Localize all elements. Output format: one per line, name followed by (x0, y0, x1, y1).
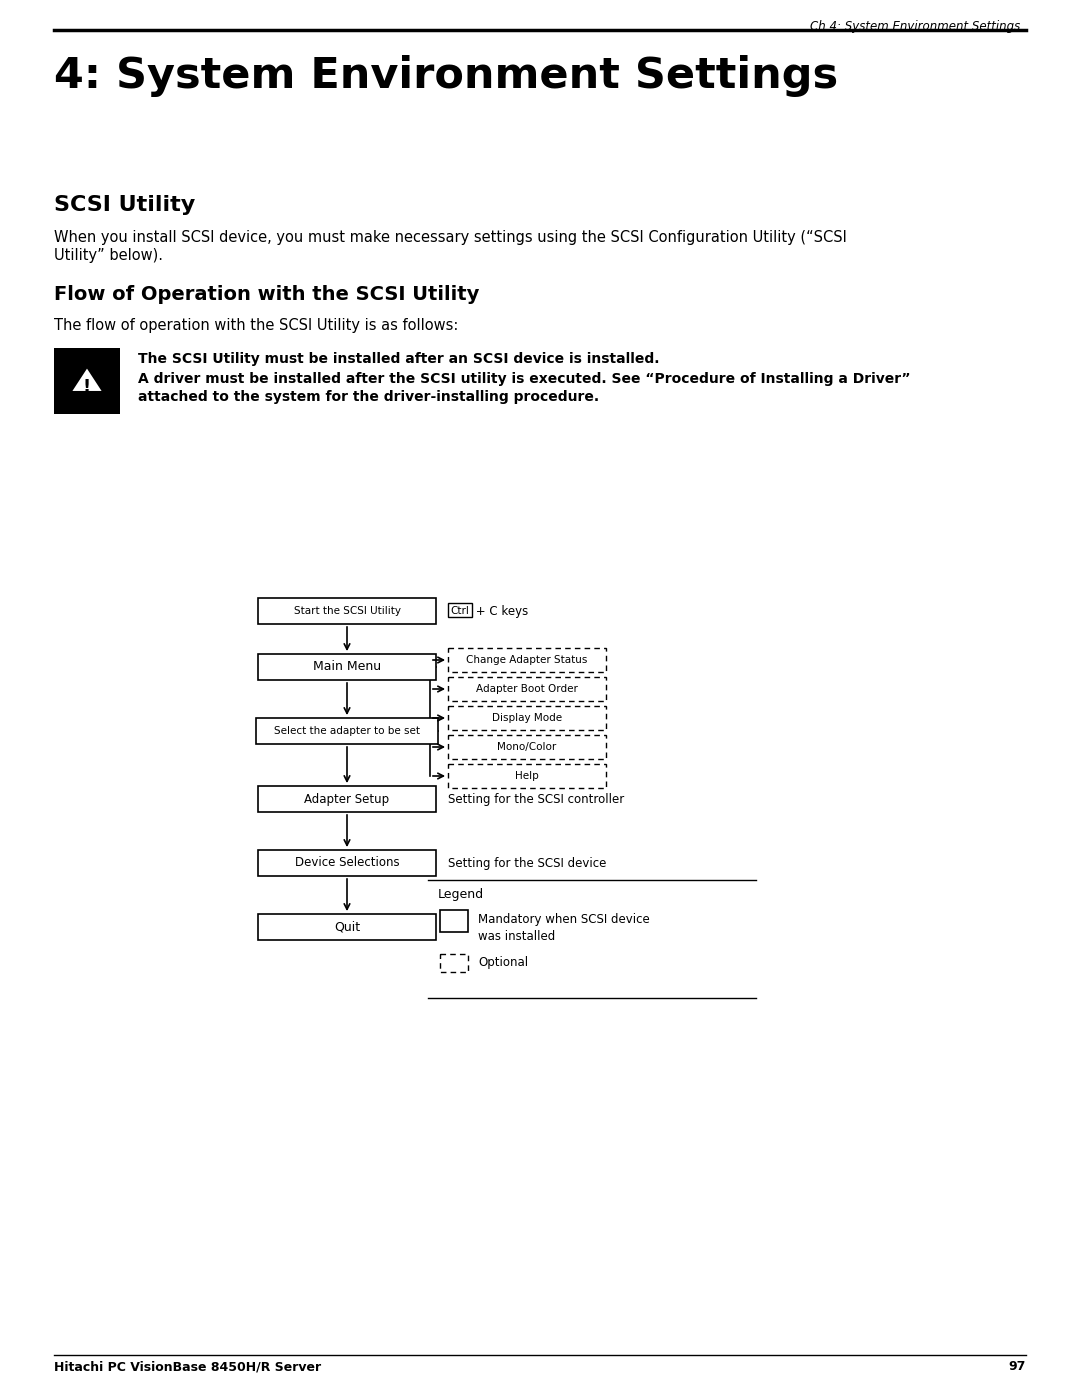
Text: Device Selections: Device Selections (295, 856, 400, 869)
Text: A driver must be installed after the SCSI utility is executed. See “Procedure of: A driver must be installed after the SCS… (138, 372, 910, 386)
Text: attached to the system for the driver-installing procedure.: attached to the system for the driver-in… (138, 390, 599, 404)
Bar (448, 648, 606, 672)
Text: Legend: Legend (438, 888, 484, 901)
Text: Start the SCSI Utility: Start the SCSI Utility (294, 606, 401, 616)
Text: Adapter Setup: Adapter Setup (305, 792, 390, 806)
Text: Adapter Boot Order: Adapter Boot Order (476, 685, 578, 694)
Text: Help: Help (515, 771, 539, 781)
Bar (258, 849, 436, 876)
Bar (448, 735, 606, 759)
Text: Select the adapter to be set: Select the adapter to be set (274, 726, 420, 736)
Text: The SCSI Utility must be installed after an SCSI device is installed.: The SCSI Utility must be installed after… (138, 352, 660, 366)
Text: + C keys: + C keys (472, 605, 528, 617)
Text: Flow of Operation with the SCSI Utility: Flow of Operation with the SCSI Utility (54, 285, 480, 305)
Text: Ctrl: Ctrl (450, 606, 470, 616)
Text: Mono/Color: Mono/Color (498, 742, 556, 752)
Bar (256, 718, 438, 745)
Text: Quit: Quit (334, 921, 360, 933)
Text: Setting for the SCSI controller: Setting for the SCSI controller (448, 792, 624, 806)
Polygon shape (70, 366, 104, 393)
Text: Main Menu: Main Menu (313, 661, 381, 673)
Text: Ch 4: System Environment Settings: Ch 4: System Environment Settings (810, 20, 1020, 34)
Bar (448, 604, 472, 617)
Text: The flow of operation with the SCSI Utility is as follows:: The flow of operation with the SCSI Util… (54, 319, 458, 332)
Bar (258, 914, 436, 940)
Text: Utility” below).: Utility” below). (54, 249, 163, 263)
Text: Change Adapter Status: Change Adapter Status (467, 655, 588, 665)
Bar (54, 348, 120, 414)
Bar (440, 954, 468, 972)
Text: Optional: Optional (478, 956, 528, 970)
Text: SCSI Utility: SCSI Utility (54, 196, 195, 215)
Bar (448, 678, 606, 701)
Text: When you install SCSI device, you must make necessary settings using the SCSI Co: When you install SCSI device, you must m… (54, 231, 847, 244)
Text: Display Mode: Display Mode (491, 712, 562, 724)
Bar (440, 909, 468, 932)
Text: Mandatory when SCSI device
was installed: Mandatory when SCSI device was installed (478, 914, 650, 943)
Text: Hitachi PC VisionBase 8450H/R Server: Hitachi PC VisionBase 8450H/R Server (54, 1361, 321, 1373)
Text: 4: System Environment Settings: 4: System Environment Settings (54, 54, 838, 96)
Bar (258, 654, 436, 680)
Bar (448, 764, 606, 788)
Text: 97: 97 (1009, 1361, 1026, 1373)
Bar (258, 598, 436, 624)
Bar (448, 705, 606, 731)
Text: !: ! (83, 379, 91, 395)
Bar (258, 787, 436, 812)
Text: Setting for the SCSI device: Setting for the SCSI device (448, 856, 606, 869)
